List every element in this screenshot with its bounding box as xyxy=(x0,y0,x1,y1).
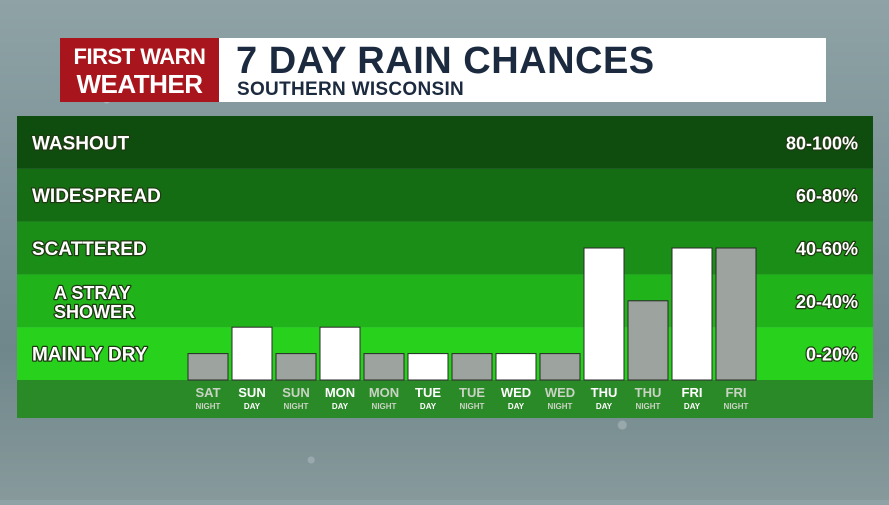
bar-fri-night xyxy=(715,247,757,381)
band-range-0: 80-100% xyxy=(786,133,858,153)
band-range-3: 20-40% xyxy=(796,292,858,312)
tick-sublabel-7: DAY xyxy=(508,402,525,411)
tick-label-9: THU xyxy=(591,385,618,400)
tick-label-3: MON xyxy=(325,385,355,400)
tick-label-2: SUN xyxy=(282,385,309,400)
tick-sublabel-2: NIGHT xyxy=(284,402,309,411)
band-label-1: WIDESPREAD xyxy=(32,186,161,207)
band-range-4: 0-20% xyxy=(806,345,858,365)
tick-sublabel-5: DAY xyxy=(420,402,437,411)
tick-label-8: WED xyxy=(545,385,575,400)
chart-subtitle: SOUTHERN WISCONSIN xyxy=(237,79,465,100)
bar-thu-night xyxy=(627,300,669,381)
bar-thu-day xyxy=(583,247,625,381)
tick-label-5: TUE xyxy=(415,385,441,400)
bar-sat-night xyxy=(187,353,229,381)
bar-tue-night xyxy=(451,353,493,381)
band-range-2: 40-60% xyxy=(796,239,858,259)
tick-sublabel-4: NIGHT xyxy=(372,402,397,411)
band-label-3-line-1: SHOWER xyxy=(54,302,135,322)
band-label-3-line-0: A STRAY xyxy=(54,283,131,303)
brand-logo: FIRST WARN WEATHER xyxy=(60,38,219,102)
tick-sublabel-10: NIGHT xyxy=(636,402,661,411)
tick-sublabel-3: DAY xyxy=(332,402,349,411)
tick-label-6: TUE xyxy=(459,385,485,400)
band-label-4: MAINLY DRY xyxy=(32,345,148,366)
x-axis-strip xyxy=(17,380,873,418)
tick-sublabel-6: NIGHT xyxy=(460,402,485,411)
bar-sun-night xyxy=(275,353,317,381)
band-range-1: 60-80% xyxy=(796,186,858,206)
tick-sublabel-11: DAY xyxy=(684,402,701,411)
tick-sublabel-0: NIGHT xyxy=(196,402,221,411)
tick-label-7: WED xyxy=(501,385,531,400)
tick-sublabel-12: NIGHT xyxy=(724,402,749,411)
bar-mon-night xyxy=(363,353,405,381)
bar-fri-day xyxy=(671,247,713,381)
tick-sublabel-8: NIGHT xyxy=(548,402,573,411)
bar-tue-day xyxy=(407,353,449,381)
bar-sun-day xyxy=(231,326,273,381)
tick-sublabel-1: DAY xyxy=(244,402,261,411)
tick-label-10: THU xyxy=(635,385,662,400)
tick-label-12: FRI xyxy=(726,385,747,400)
tick-label-0: SAT xyxy=(195,385,220,400)
bar-wed-day xyxy=(495,353,537,381)
tick-label-11: FRI xyxy=(682,385,703,400)
band-1 xyxy=(17,168,873,222)
tick-sublabel-9: DAY xyxy=(596,402,613,411)
chart-title: 7 DAY RAIN CHANCES xyxy=(236,40,655,82)
bar-wed-night xyxy=(539,353,581,381)
band-0 xyxy=(17,116,873,169)
band-label-2: SCATTERED xyxy=(32,239,147,260)
band-label-0: WASHOUT xyxy=(32,133,130,154)
bar-mon-day xyxy=(319,326,361,381)
tick-label-1: SUN xyxy=(238,385,265,400)
logo-line-1: FIRST WARN xyxy=(73,44,206,69)
logo-line-2: WEATHER xyxy=(76,69,203,99)
tick-label-4: MON xyxy=(369,385,399,400)
